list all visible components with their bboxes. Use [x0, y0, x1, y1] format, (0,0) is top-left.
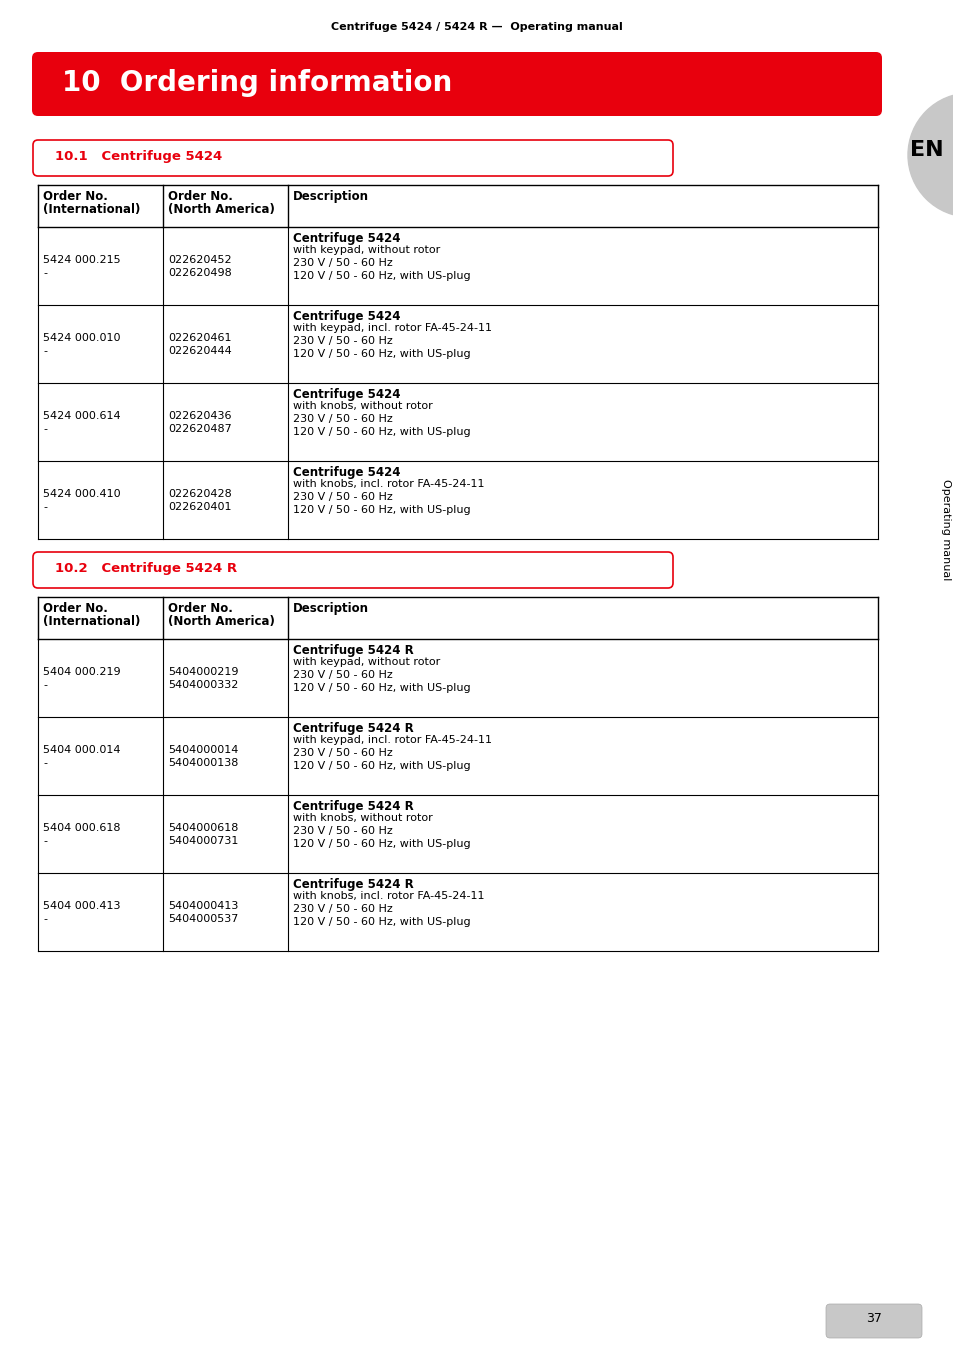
Text: 230 V / 50 - 60 Hz: 230 V / 50 - 60 Hz — [293, 258, 393, 269]
Text: 5404000413: 5404000413 — [168, 900, 238, 911]
Text: -: - — [43, 424, 47, 433]
Text: 5404000332: 5404000332 — [168, 680, 238, 690]
FancyBboxPatch shape — [33, 140, 672, 176]
Text: 022620461: 022620461 — [168, 333, 232, 343]
Text: 022620428: 022620428 — [168, 489, 232, 500]
Text: 022620436: 022620436 — [168, 410, 232, 421]
Text: 022620444: 022620444 — [168, 346, 232, 356]
Text: 120 V / 50 - 60 Hz, with US-plug: 120 V / 50 - 60 Hz, with US-plug — [293, 917, 470, 927]
Text: 10.1   Centrifuge 5424: 10.1 Centrifuge 5424 — [55, 150, 222, 163]
Text: 230 V / 50 - 60 Hz: 230 V / 50 - 60 Hz — [293, 826, 393, 836]
Text: Order No.: Order No. — [168, 190, 233, 202]
Text: 120 V / 50 - 60 Hz, with US-plug: 120 V / 50 - 60 Hz, with US-plug — [293, 505, 470, 514]
Text: with knobs, incl. rotor FA-45-24-11: with knobs, incl. rotor FA-45-24-11 — [293, 479, 484, 489]
Text: 10  Ordering information: 10 Ordering information — [62, 69, 452, 97]
Text: (North America): (North America) — [168, 616, 274, 628]
Text: Centrifuge 5424: Centrifuge 5424 — [293, 310, 400, 323]
Text: 5404000618: 5404000618 — [168, 824, 238, 833]
Text: 5424 000.010: 5424 000.010 — [43, 333, 120, 343]
Circle shape — [907, 93, 953, 217]
Text: 022620498: 022620498 — [168, 269, 232, 278]
Text: with keypad, without rotor: with keypad, without rotor — [293, 657, 439, 667]
Text: 5424 000.215: 5424 000.215 — [43, 255, 120, 265]
Text: 5404 000.219: 5404 000.219 — [43, 667, 120, 676]
Text: 5404000014: 5404000014 — [168, 745, 238, 755]
Text: with knobs, without rotor: with knobs, without rotor — [293, 813, 433, 823]
Text: (North America): (North America) — [168, 202, 274, 216]
Text: Description: Description — [293, 602, 369, 616]
Text: 5404000138: 5404000138 — [168, 757, 238, 768]
Text: 120 V / 50 - 60 Hz, with US-plug: 120 V / 50 - 60 Hz, with US-plug — [293, 761, 470, 771]
Text: Centrifuge 5424 / 5424 R —  Operating manual: Centrifuge 5424 / 5424 R — Operating man… — [331, 22, 622, 32]
Text: 10.2   Centrifuge 5424 R: 10.2 Centrifuge 5424 R — [55, 562, 237, 575]
Text: (International): (International) — [43, 202, 140, 216]
Text: Order No.: Order No. — [43, 190, 108, 202]
Text: -: - — [43, 914, 47, 923]
Text: 230 V / 50 - 60 Hz: 230 V / 50 - 60 Hz — [293, 748, 393, 757]
Text: EN: EN — [909, 140, 943, 161]
Text: 5424 000.614: 5424 000.614 — [43, 410, 120, 421]
Text: 230 V / 50 - 60 Hz: 230 V / 50 - 60 Hz — [293, 670, 393, 680]
Text: 120 V / 50 - 60 Hz, with US-plug: 120 V / 50 - 60 Hz, with US-plug — [293, 683, 470, 693]
Text: Centrifuge 5424: Centrifuge 5424 — [293, 387, 400, 401]
Text: Centrifuge 5424 R: Centrifuge 5424 R — [293, 878, 414, 891]
Text: 022620487: 022620487 — [168, 424, 232, 433]
Text: 120 V / 50 - 60 Hz, with US-plug: 120 V / 50 - 60 Hz, with US-plug — [293, 350, 470, 359]
Text: 5404 000.014: 5404 000.014 — [43, 745, 120, 755]
Text: Order No.: Order No. — [168, 602, 233, 616]
Text: 5404000731: 5404000731 — [168, 836, 238, 846]
Text: 120 V / 50 - 60 Hz, with US-plug: 120 V / 50 - 60 Hz, with US-plug — [293, 427, 470, 437]
Text: with keypad, incl. rotor FA-45-24-11: with keypad, incl. rotor FA-45-24-11 — [293, 734, 492, 745]
Text: 022620452: 022620452 — [168, 255, 232, 265]
Text: Centrifuge 5424: Centrifuge 5424 — [293, 232, 400, 244]
Text: Operating manual: Operating manual — [940, 479, 950, 580]
Text: Description: Description — [293, 190, 369, 202]
Text: 230 V / 50 - 60 Hz: 230 V / 50 - 60 Hz — [293, 904, 393, 914]
Text: 230 V / 50 - 60 Hz: 230 V / 50 - 60 Hz — [293, 414, 393, 424]
FancyBboxPatch shape — [32, 53, 882, 116]
Text: 37: 37 — [865, 1312, 881, 1324]
Text: Centrifuge 5424 R: Centrifuge 5424 R — [293, 801, 414, 813]
Text: -: - — [43, 680, 47, 690]
Text: 5404000219: 5404000219 — [168, 667, 238, 676]
Text: 5404000537: 5404000537 — [168, 914, 238, 923]
Text: 5424 000.410: 5424 000.410 — [43, 489, 120, 500]
Text: with knobs, without rotor: with knobs, without rotor — [293, 401, 433, 410]
Text: with keypad, without rotor: with keypad, without rotor — [293, 244, 439, 255]
Text: 120 V / 50 - 60 Hz, with US-plug: 120 V / 50 - 60 Hz, with US-plug — [293, 838, 470, 849]
Text: (International): (International) — [43, 616, 140, 628]
FancyBboxPatch shape — [825, 1304, 921, 1338]
Text: 5404 000.618: 5404 000.618 — [43, 824, 120, 833]
Text: Centrifuge 5424 R: Centrifuge 5424 R — [293, 722, 414, 734]
Text: -: - — [43, 502, 47, 512]
Text: 5404 000.413: 5404 000.413 — [43, 900, 120, 911]
Text: 022620401: 022620401 — [168, 502, 232, 512]
FancyBboxPatch shape — [33, 552, 672, 589]
Text: 230 V / 50 - 60 Hz: 230 V / 50 - 60 Hz — [293, 336, 393, 346]
Text: Centrifuge 5424 R: Centrifuge 5424 R — [293, 644, 414, 657]
Text: 120 V / 50 - 60 Hz, with US-plug: 120 V / 50 - 60 Hz, with US-plug — [293, 271, 470, 281]
Text: with keypad, incl. rotor FA-45-24-11: with keypad, incl. rotor FA-45-24-11 — [293, 323, 492, 333]
Text: -: - — [43, 346, 47, 356]
Text: -: - — [43, 836, 47, 846]
Text: -: - — [43, 757, 47, 768]
Text: Centrifuge 5424: Centrifuge 5424 — [293, 466, 400, 479]
Text: -: - — [43, 269, 47, 278]
Text: with knobs, incl. rotor FA-45-24-11: with knobs, incl. rotor FA-45-24-11 — [293, 891, 484, 900]
Text: 230 V / 50 - 60 Hz: 230 V / 50 - 60 Hz — [293, 491, 393, 502]
Text: Order No.: Order No. — [43, 602, 108, 616]
